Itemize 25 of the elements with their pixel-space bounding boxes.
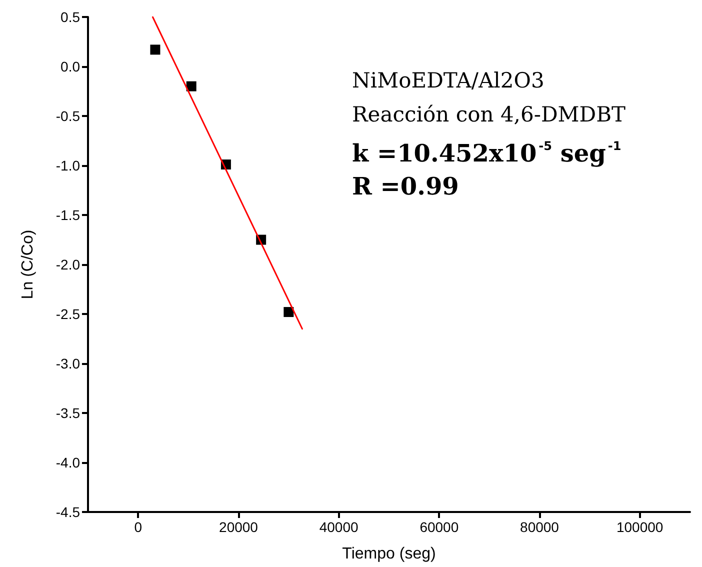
y-tick-label: -3.0 — [56, 356, 80, 372]
x-tick-label: 40000 — [319, 519, 359, 535]
annotation: R =0.99 — [352, 172, 459, 200]
x-tick-label: 20000 — [219, 519, 258, 535]
x-tick-label: 80000 — [520, 519, 560, 535]
y-tick-label: -2.0 — [56, 256, 80, 272]
y-axis-title: Ln (C/Co) — [20, 230, 36, 300]
x-axis-title: Tiempo (seg) — [342, 546, 436, 562]
annotation: Reacción con 4,6-DMDBT — [352, 102, 626, 126]
y-tick-label: -2.5 — [56, 306, 80, 322]
x-tick-label: 100000 — [616, 519, 664, 535]
point — [284, 307, 294, 318]
y-tick-label: -4.0 — [56, 454, 80, 470]
annotation: NiMoEDTA/Al2O3 — [352, 68, 544, 92]
y-tick-label: -4.5 — [56, 504, 80, 520]
x-tick-label: 60000 — [420, 519, 459, 535]
y-tick-label: -3.5 — [56, 405, 80, 421]
point — [186, 81, 196, 92]
y-tick-label: -1.5 — [56, 207, 80, 223]
x-tick-label: 0 — [134, 519, 142, 535]
y-tick-label: 0.5 — [60, 9, 80, 25]
point — [150, 44, 160, 55]
y-tick-label: -1.0 — [56, 158, 80, 174]
y-tick-label: 0.0 — [60, 58, 80, 74]
y-tick-label: -0.5 — [56, 108, 80, 124]
